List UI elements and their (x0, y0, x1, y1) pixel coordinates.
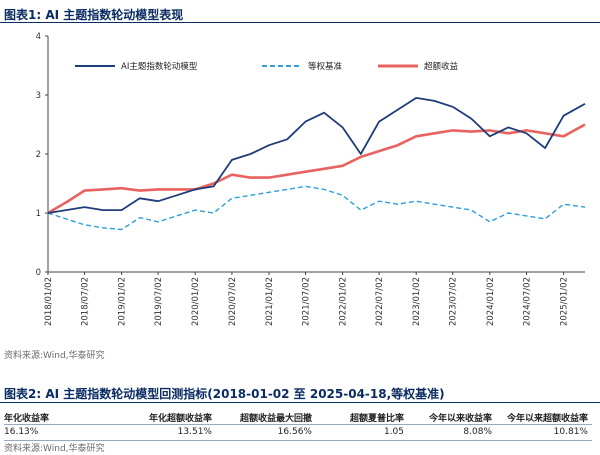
metrics-value-row: 16.13% 13.51% 16.56% 1.05 8.08% 10.81% (4, 424, 592, 440)
y-tick-label: 2 (36, 150, 41, 160)
header-excess-sharpe: 超额夏普比率 (349, 414, 404, 424)
x-tick-label: 2020/07/02 (228, 277, 238, 326)
metrics-header-separator (4, 424, 592, 425)
series-line-excess-return (47, 123, 586, 215)
series-line-model (47, 97, 586, 214)
x-tick-label: 2024/01/02 (486, 277, 496, 326)
x-tick-label: 2023/07/02 (449, 277, 459, 326)
performance-line-chart: 0 1 2 3 4 2018/01/02 2018/07/02 2019/01/02 2019/… (36, 32, 586, 326)
legend-label-1: 等权基准 (308, 61, 343, 72)
y-tick-label: 4 (36, 32, 41, 42)
y-tick-label: 1 (36, 209, 41, 219)
x-tick-label: 2022/01/02 (339, 277, 349, 326)
value-excess-sharpe: 1.05 (383, 427, 404, 437)
x-tick-label: 2018/07/02 (80, 277, 90, 326)
header-excess-max-drawdown: 超额收益最大回撤 (239, 414, 312, 424)
figure1-title: 图表1: AI 主题指数轮动模型表现 (4, 8, 184, 22)
chart-axes: 0 1 2 3 4 2018/01/02 2018/07/02 2019/01/02 2019/… (36, 32, 585, 326)
y-tick-label: 3 (36, 91, 41, 101)
value-ytd-excess-return: 10.81% (553, 427, 588, 437)
backtest-metrics-table: 年化收益率 年化超额收益率 超额收益最大回撤 超额夏普比率 今年以来收益率 今年… (4, 408, 592, 441)
legend-label-2: 超额收益 (424, 61, 459, 72)
x-tick-label: 2018/01/02 (44, 277, 54, 326)
x-tick-label: 2021/07/02 (302, 277, 312, 326)
header-annual-excess-return: 年化超额收益率 (148, 414, 212, 424)
x-tick-label: 2024/07/02 (523, 277, 533, 326)
figure2-title: 图表2: AI 主题指数轮动模型回测指标(2018-01-02 至 2025-0… (4, 387, 445, 401)
figure2-source: 资料来源:Wind,华泰研究 (4, 444, 105, 454)
figure1-title-rule (0, 22, 600, 24)
x-tick-label: 2021/01/02 (265, 277, 275, 326)
x-tick-label: 2025/01/02 (560, 277, 570, 326)
value-excess-max-drawdown: 16.56% (277, 427, 312, 437)
metrics-bottom-separator (4, 440, 592, 441)
legend-label-0: AI主题指数轮动模型 (121, 61, 198, 72)
x-tick-label: 2019/07/02 (154, 277, 164, 326)
x-tick-label: 2023/01/02 (412, 277, 422, 326)
header-ytd-return: 今年以来收益率 (428, 414, 492, 424)
x-tick-label: 2022/07/02 (375, 277, 385, 326)
value-annual-return: 16.13% (4, 427, 39, 437)
metrics-header-row: 年化收益率 年化超额收益率 超额收益最大回撤 超额夏普比率 今年以来收益率 今年… (4, 408, 592, 424)
x-tick-label: 2020/01/02 (191, 277, 201, 326)
value-annual-excess-return: 13.51% (177, 427, 212, 437)
series-line-equal-weight-benchmark (47, 185, 586, 231)
chart-lines (47, 97, 586, 231)
header-annual-return: 年化收益率 (4, 414, 50, 424)
header-ytd-excess-return: 今年以来超额收益率 (506, 414, 588, 424)
chart-legend: AI主题指数轮动模型 等权基准 超额收益 (75, 61, 459, 72)
figure2-title-rule (0, 402, 600, 404)
y-tick-label: 0 (36, 268, 41, 278)
figure1-source: 资料来源:Wind,华泰研究 (4, 351, 105, 361)
value-ytd-return: 8.08% (463, 427, 492, 437)
x-tick-label: 2019/01/02 (118, 277, 128, 326)
